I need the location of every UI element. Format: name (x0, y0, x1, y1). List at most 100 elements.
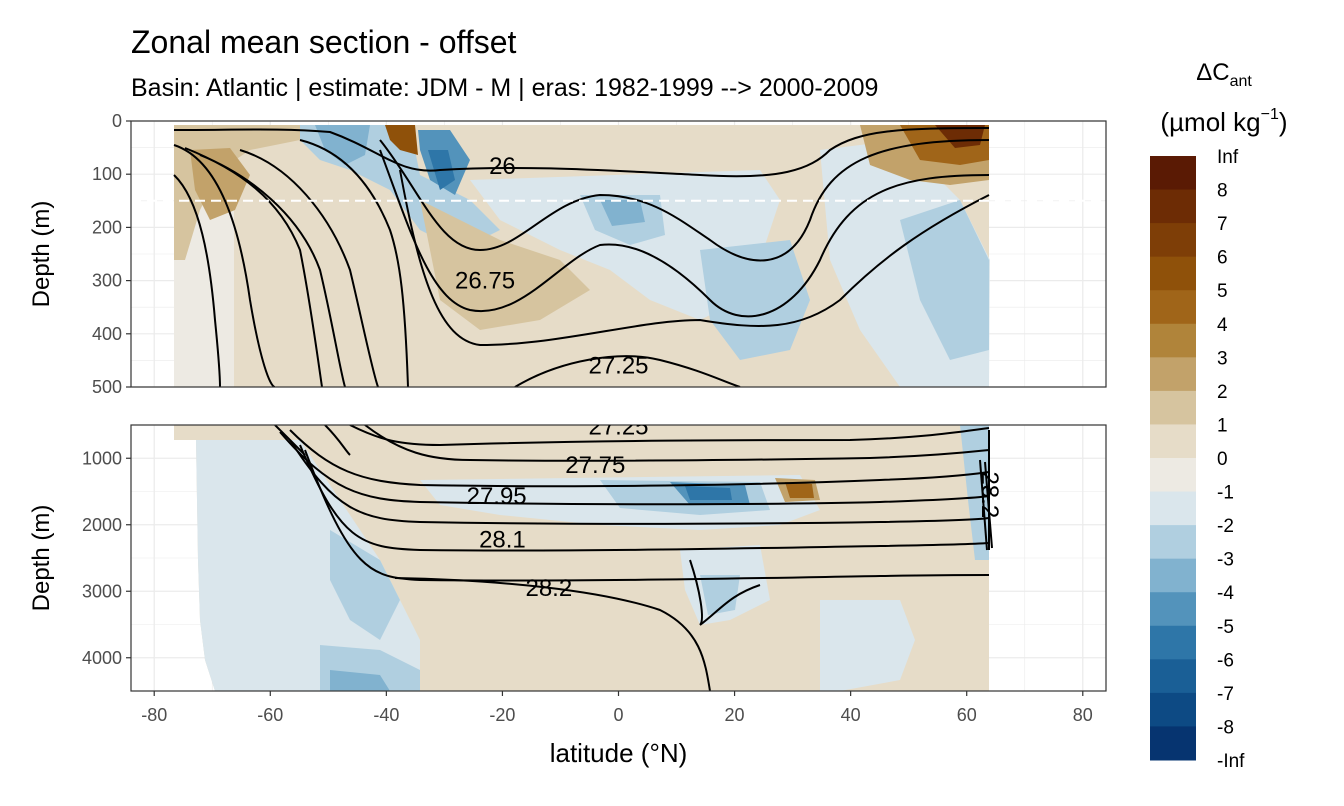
x-axis-label: latitude (°N) (550, 738, 688, 768)
legend-swatch (1150, 256, 1196, 291)
legend-label: -8 (1217, 717, 1234, 738)
isopycnal-line (289, 429, 990, 488)
legend-label: 3 (1217, 348, 1228, 369)
lower-isopycnals (274, 425, 993, 691)
legend-title: ΔCant (1196, 59, 1252, 90)
upper-panel (130, 120, 1107, 388)
lower-negative-deep-eq-core (700, 575, 740, 615)
legend-label: -3 (1217, 550, 1234, 571)
legend-label: 6 (1217, 248, 1228, 269)
legend-swatch (1150, 357, 1196, 392)
isopycnal-line (689, 559, 761, 626)
isopycnal-label: 28.1 (479, 526, 526, 553)
isopycnal-label: 27.25 (588, 353, 648, 380)
legend-label: -2 (1217, 516, 1234, 537)
y-tick-label: 200 (92, 217, 122, 237)
isopycnal-line (379, 139, 990, 262)
lower-negative-bottom-core (330, 670, 390, 691)
y-axis-label: Depth (m) (28, 505, 55, 612)
y-tick-label: 500 (92, 377, 122, 397)
legend-label: -7 (1217, 684, 1234, 705)
x-tick-label: 0 (613, 705, 623, 725)
isopycnal-line (514, 355, 741, 387)
legend-label: -Inf (1217, 751, 1245, 772)
y-tick-label: 300 (92, 271, 122, 291)
legend-label: 8 (1217, 181, 1228, 202)
legend-label: 1 (1217, 415, 1228, 436)
legend-swatch (1150, 625, 1196, 660)
x-tick-label: -40 (373, 705, 399, 725)
x-tick-label: 60 (957, 705, 977, 725)
y-tick-label: 100 (92, 164, 122, 184)
legend-label: -5 (1217, 617, 1234, 638)
isopycnal-line (173, 174, 221, 387)
legend-label: Inf (1217, 147, 1239, 168)
isopycnal-line (299, 444, 990, 552)
legend-swatch (1150, 525, 1196, 560)
lower-positive-mediterranean-core (785, 482, 814, 498)
y-axis-label: Depth (m) (28, 201, 55, 308)
y-tick-label: 0 (112, 111, 122, 131)
lower-negative-nor-edge (960, 425, 989, 560)
legend-label: -1 (1217, 483, 1234, 504)
legend-units: (µmol kg−1) (1160, 106, 1287, 137)
lower-contour-field (174, 425, 989, 691)
isopycnal-label: 26 (489, 153, 516, 180)
upper-negative-20n (700, 240, 810, 360)
lower-negative-deep-nor (820, 600, 915, 691)
legend-swatch (1150, 424, 1196, 459)
y-tick-label: 3000 (82, 581, 122, 601)
lower-negative-southern-core (330, 530, 400, 640)
chart-subtitle: Basin: Atlantic | estimate: JDM - M | er… (131, 74, 879, 102)
isopycnal-line (289, 439, 990, 525)
legend-title-subscript: ant (1230, 73, 1253, 90)
upper-positive-nor-max (935, 125, 985, 148)
legend-swatch (1150, 390, 1196, 425)
isopycnal-line (199, 154, 346, 387)
isopycnal-line (173, 127, 990, 178)
lower-panel (130, 424, 1107, 692)
upper-positive-thermocline (420, 200, 590, 330)
isopycnal-line (379, 149, 990, 318)
legend-swatch (1150, 458, 1196, 493)
isopycnal-line (279, 431, 990, 506)
isopycnal-line (394, 577, 711, 691)
x-tick-label: 40 (841, 705, 861, 725)
legend-swatch (1150, 659, 1196, 694)
y-tick-label: 1000 (82, 448, 122, 468)
legend-swatch (1150, 726, 1196, 761)
legend-label: 2 (1217, 382, 1228, 403)
upper-isopycnals (173, 127, 990, 387)
x-tick-label: 20 (725, 705, 745, 725)
isopycnal-line (304, 449, 990, 582)
isopycnal-label: 28.2 (525, 575, 572, 602)
x-tick-label: -20 (489, 705, 515, 725)
isopycnal-line (239, 149, 379, 387)
upper-negative-equator-core2 (600, 200, 645, 226)
legend-units-superscript: −1 (1261, 106, 1279, 123)
upper-contour-field (174, 125, 990, 387)
legend-swatch (1150, 189, 1196, 224)
legend-swatch (1150, 558, 1196, 593)
isopycnal-label: 26.75 (455, 268, 515, 295)
isopycnal-labels: 26 26.75 27.25 27.25 27.75 27.95 28.1 28.2 28.2 (455, 153, 1003, 602)
upper-positive-38s (385, 125, 418, 155)
legend: ΔCant (µmol kg−1) Inf 8 7 6 5 4 3 2 1 0 -1 -2 -3 -4 -5 -6… (1150, 59, 1288, 772)
y-tick-label: 4000 (82, 648, 122, 668)
isopycnal-label: 28.2 (976, 471, 1003, 518)
isopycnal-label: 27.75 (565, 452, 625, 479)
legend-label: -6 (1217, 650, 1234, 671)
legend-swatch (1150, 491, 1196, 526)
legend-label: 5 (1217, 281, 1228, 302)
isopycnal-line (324, 425, 351, 456)
lower-negative-nadw-core3 (685, 486, 732, 500)
x-tick-label: -60 (257, 705, 283, 725)
upper-negative-front-core (315, 125, 370, 165)
upper-negative-gyre-core (900, 200, 989, 360)
y-tick-label: 400 (92, 324, 122, 344)
legend-swatch (1150, 156, 1196, 191)
legend-label: 4 (1217, 315, 1228, 336)
upper-negative-equator (470, 170, 780, 320)
legend-swatch (1150, 323, 1196, 358)
